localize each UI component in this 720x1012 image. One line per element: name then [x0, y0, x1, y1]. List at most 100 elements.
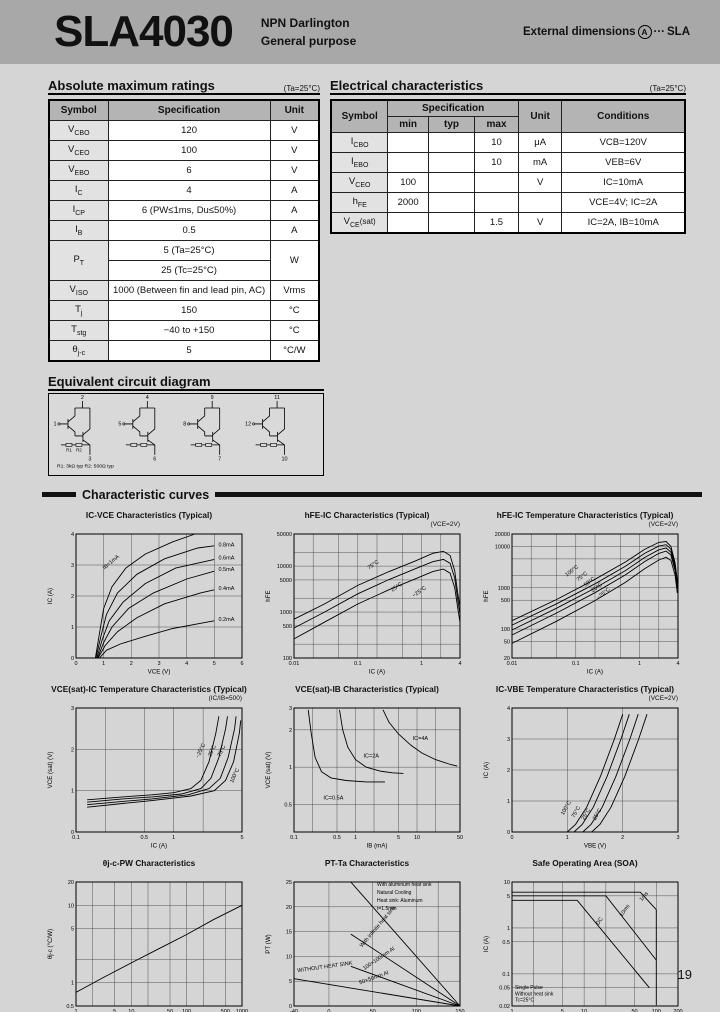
svg-text:1: 1 [354, 835, 357, 841]
svg-text:1: 1 [289, 765, 292, 771]
ec-col-conditions: Conditions [561, 99, 686, 133]
svg-text:1: 1 [74, 1009, 77, 1012]
svg-text:50: 50 [457, 835, 463, 841]
svg-text:Without heat sink: Without heat sink [515, 991, 554, 997]
svg-text:25°C: 25°C [581, 807, 592, 821]
table-row: VCBO 120 V [48, 120, 320, 141]
ec-col-min: min [387, 116, 429, 133]
svg-text:50: 50 [370, 1009, 376, 1012]
divider-line-left [42, 492, 76, 498]
svg-text:100×100mm Al: 100×100mm Al [362, 946, 396, 972]
svg-text:150: 150 [455, 1009, 464, 1012]
ec-condition: (Ta=25°C) [649, 84, 686, 93]
svg-text:1: 1 [102, 661, 105, 667]
svg-text:5: 5 [397, 835, 400, 841]
chart-subtitle: (IC/IB=500) [208, 694, 242, 702]
svg-text:Single Pulse: Single Pulse [515, 985, 543, 991]
svg-text:1000: 1000 [498, 586, 510, 592]
svg-text:1ms: 1ms [639, 891, 650, 903]
svg-text:0.8mA: 0.8mA [218, 542, 234, 548]
header: SLA4030 NPN Darlington General purpose E… [0, 0, 720, 64]
svg-text:100: 100 [501, 627, 510, 633]
table-row: Tj 150 °C [48, 300, 320, 321]
svg-text:7: 7 [218, 456, 221, 462]
svg-text:VBE (V): VBE (V) [584, 842, 606, 849]
external-dimensions: External dimensions A ··· SLA [523, 25, 690, 39]
svg-text:VCE (V): VCE (V) [148, 668, 171, 675]
svg-text:100: 100 [182, 1009, 191, 1012]
table-row: θj-c 5 °C/W [48, 340, 320, 362]
svg-text:0.1: 0.1 [290, 835, 298, 841]
svg-text:4: 4 [185, 661, 188, 667]
svg-text:3: 3 [676, 835, 679, 841]
svg-text:1000: 1000 [236, 1009, 248, 1012]
chart-soa: Safe Operating Area (SOA) 1 5 10 50 100 200 0.… [476, 858, 694, 1012]
table-row: IC 4 A [48, 180, 320, 201]
chart-plot: 0.01 0.1 1 4 100 500 1000 5000 10000 50000 75°C 25°… [258, 529, 476, 680]
table-row: VCE(sat) 1.5 V IC=2A, IB=10mA [330, 212, 686, 234]
divider-line-right [215, 492, 702, 498]
svg-text:IB=1mA: IB=1mA [102, 554, 121, 571]
svg-text:500: 500 [501, 598, 510, 604]
svg-text:R1: R1 [66, 447, 72, 452]
chart-title: hFE-IC Temperature Characteristics (Typi… [496, 509, 674, 520]
svg-text:1: 1 [71, 981, 74, 987]
chart-thermal-resistance-pw: θj-c-PW Characteristics 1 5 10 50 100 500 1000… [40, 858, 258, 1012]
svg-text:1: 1 [566, 835, 569, 841]
svg-text:0: 0 [327, 1009, 330, 1012]
chart-title: Safe Operating Area (SOA) [532, 857, 638, 868]
svg-text:0.1: 0.1 [354, 661, 362, 667]
svg-text:IC (A): IC (A) [369, 668, 385, 675]
ec-col-typ: typ [427, 116, 476, 133]
svg-text:100: 100 [412, 1009, 421, 1012]
svg-text:0: 0 [74, 661, 77, 667]
svg-text:6: 6 [153, 456, 156, 462]
circuit-title: Equivalent circuit diagram [48, 374, 324, 391]
part-number: SLA4030 [54, 7, 234, 56]
chart-canvas: 0.1 0.5 1 5 10 50 0.5 1 2 3 IC=0.5A IC=2A IC=4A IB (m… [265, 706, 463, 850]
svg-text:0.1: 0.1 [572, 661, 580, 667]
svg-text:0.1: 0.1 [72, 835, 80, 841]
circled-a-icon: A [637, 25, 652, 39]
equivalent-circuit-section: Equivalent circuit diagram 1 2 3 R1 R2 5 4 6 8 9 7… [0, 362, 324, 476]
svg-text:6: 6 [240, 661, 243, 667]
svg-text:5: 5 [507, 894, 510, 900]
chart-subtitle: (VCE=2V) [648, 694, 678, 702]
svg-text:20: 20 [504, 656, 510, 662]
chart-plot: -40 0 50 100 150 0 5 10 15 20 25 With infinite heat… [258, 877, 476, 1012]
svg-text:IB (mA): IB (mA) [367, 842, 388, 849]
svg-text:0.1: 0.1 [502, 972, 510, 978]
svg-text:IC=0.5A: IC=0.5A [323, 795, 343, 801]
ec-title: Electrical characteristics [330, 78, 484, 93]
svg-text:VCE (sat) (V): VCE (sat) (V) [47, 751, 54, 788]
svg-text:PT (W): PT (W) [265, 934, 272, 953]
table-row: hFE 2000 VCE=4V; IC=2A [330, 192, 686, 213]
svg-text:8: 8 [183, 421, 186, 427]
svg-text:IC=2A: IC=2A [364, 753, 380, 759]
svg-text:With aluminum heat sink: With aluminum heat sink [377, 882, 432, 888]
svg-text:2: 2 [130, 661, 133, 667]
svg-text:t=1.5mm: t=1.5mm [377, 906, 397, 912]
svg-text:0: 0 [71, 830, 74, 836]
amr-title-row: Absolute maximum ratings (Ta=25°C) [48, 78, 320, 95]
svg-text:5: 5 [71, 926, 74, 932]
svg-text:4: 4 [71, 532, 74, 538]
svg-text:0.2mA: 0.2mA [218, 617, 234, 623]
amr-table: Symbol Specification Unit VCBO 120 V VCE… [48, 99, 320, 362]
chart-subtitle [40, 869, 258, 877]
svg-text:hFE: hFE [265, 590, 272, 601]
table-row: VCEO 100 V IC=10mA [330, 172, 686, 193]
svg-text:5000: 5000 [280, 578, 292, 584]
svg-text:0.5mA: 0.5mA [218, 567, 234, 573]
ext-dim-dots: ··· [653, 26, 666, 38]
svg-text:4: 4 [676, 661, 679, 667]
svg-text:100°C: 100°C [229, 767, 241, 783]
circuit-diagram: 1 2 3 R1 R2 5 4 6 8 9 7 12 11 10 R1: 3kΩ typ R2: 500Ω … [48, 393, 324, 476]
svg-text:hFE: hFE [483, 590, 490, 601]
svg-text:0: 0 [510, 835, 513, 841]
absolute-maximum-ratings: Absolute maximum ratings (Ta=25°C) Symbo… [48, 78, 320, 362]
svg-text:500: 500 [283, 624, 292, 630]
svg-text:0.01: 0.01 [289, 661, 300, 667]
svg-text:11: 11 [274, 395, 280, 401]
